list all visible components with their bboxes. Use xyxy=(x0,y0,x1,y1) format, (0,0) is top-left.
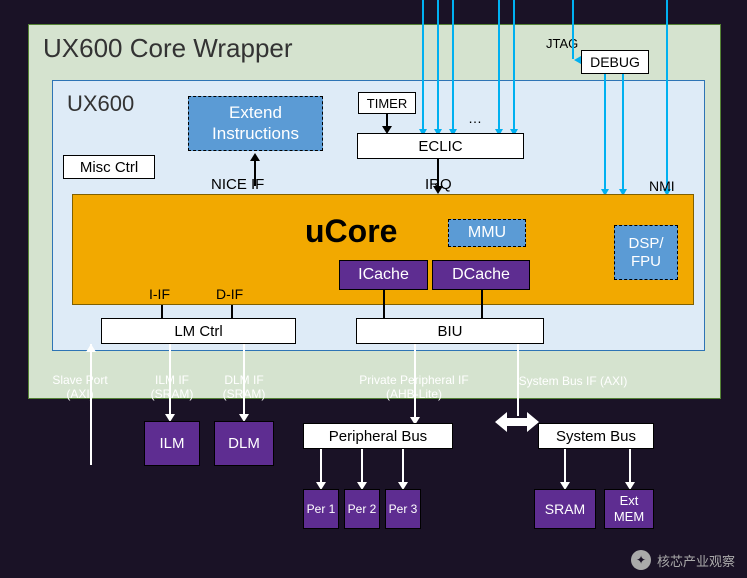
blue-line-2 xyxy=(437,0,439,131)
blue-line-5 xyxy=(513,0,515,131)
dcache-box: DCache xyxy=(432,260,530,290)
slave-line xyxy=(90,344,92,465)
dcache-biu xyxy=(481,290,483,318)
dlm-box: DLM xyxy=(214,421,274,466)
wechat-icon: ✦ xyxy=(631,550,651,570)
per3-box: Per 3 xyxy=(385,489,421,529)
extmem-box: Ext MEM xyxy=(604,489,654,529)
blue-arr-jtag xyxy=(574,56,581,64)
blue-line-debug1 xyxy=(604,74,606,191)
dlm-line xyxy=(243,344,245,416)
ilm-if-label: ILM IF (SRAM) xyxy=(145,373,199,402)
per1-line xyxy=(320,449,322,484)
per2-line xyxy=(361,449,363,484)
mmu-box: MMU xyxy=(448,219,526,247)
blue-line-jtag xyxy=(572,0,574,59)
misc-ctrl-box: Misc Ctrl xyxy=(63,155,155,179)
ppi-line xyxy=(414,344,416,419)
sbi-label: System Bus IF (AXI) xyxy=(518,374,628,388)
extend-box: Extend Instructions xyxy=(188,96,323,151)
ux600-title: UX600 xyxy=(67,91,134,117)
sram-line xyxy=(564,449,566,484)
periph-bus-box: Peripheral Bus xyxy=(303,423,453,449)
wrapper-title: UX600 Core Wrapper xyxy=(43,33,293,64)
slave-arr xyxy=(86,344,96,352)
system-bus-box: System Bus xyxy=(538,423,654,449)
extend-arr xyxy=(250,153,260,161)
extmem-line xyxy=(629,449,631,484)
per2-box: Per 2 xyxy=(344,489,380,529)
ilm-line xyxy=(169,344,171,416)
ellipsis: … xyxy=(468,110,482,126)
ucore-title: uCore xyxy=(305,213,397,250)
debug-box: DEBUG xyxy=(581,50,649,74)
system-bus-conn xyxy=(495,410,539,434)
per1-box: Per 1 xyxy=(303,489,339,529)
blue-line-nmi xyxy=(666,0,668,192)
eclic-box: ECLIC xyxy=(357,133,524,159)
blue-line-1 xyxy=(422,0,424,131)
iif-line xyxy=(161,305,163,318)
icache-biu xyxy=(383,290,385,318)
dif-line xyxy=(231,305,233,318)
blue-line-3 xyxy=(452,0,454,131)
d-if-label: D-IF xyxy=(216,286,243,302)
timer-box: TIMER xyxy=(358,92,416,114)
nmi-label: NMI xyxy=(649,178,675,194)
lm-ctrl-box: LM Ctrl xyxy=(101,318,296,344)
icache-box: ICache xyxy=(339,260,428,290)
sbi-line xyxy=(517,344,519,416)
slave-port-label: Slave Port (AXI) xyxy=(46,373,114,402)
i-if-label: I-IF xyxy=(149,286,170,302)
sram-box: SRAM xyxy=(534,489,596,529)
irq-label: IRQ xyxy=(425,176,452,193)
nice-if-label: NICE IF xyxy=(211,176,264,193)
ilm-box: ILM xyxy=(144,421,200,466)
dsp-fpu-box: DSP/ FPU xyxy=(614,225,678,280)
blue-line-4 xyxy=(498,0,500,131)
biu-box: BIU xyxy=(356,318,544,344)
watermark: ✦ 核芯产业观察 xyxy=(631,550,735,570)
per3-line xyxy=(402,449,404,484)
blue-line-debug2 xyxy=(622,74,624,191)
